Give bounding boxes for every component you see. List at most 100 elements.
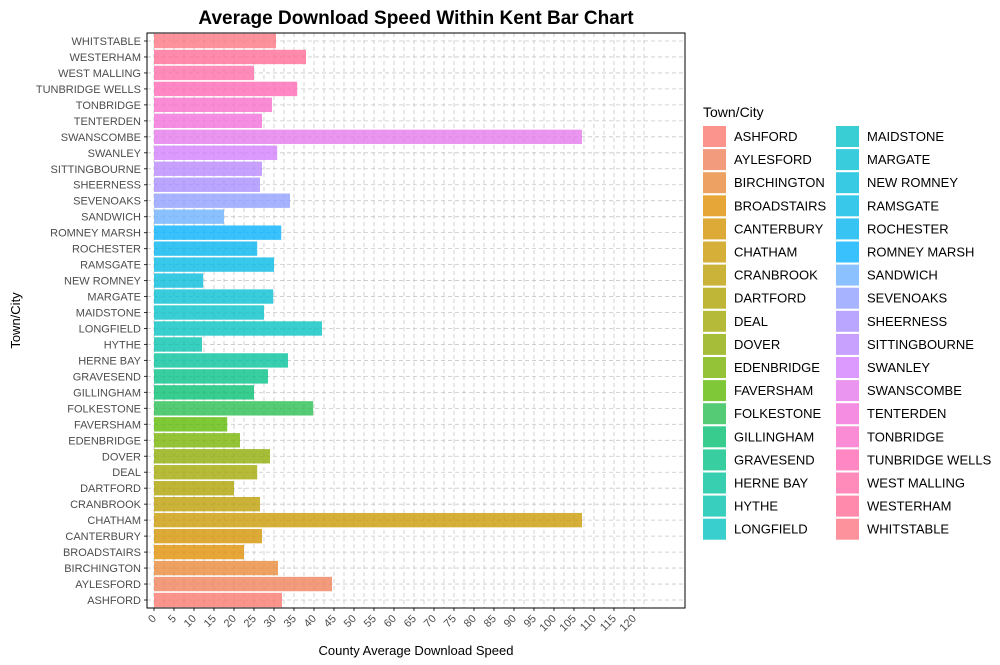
y-tick-label: TENTERDEN	[74, 116, 141, 128]
bar-edenbridge	[154, 433, 240, 448]
bar-dover	[154, 449, 270, 464]
bar-aylesford	[154, 576, 332, 592]
legend-item: FAVERSHAM	[703, 380, 813, 402]
x-tick-label: 35	[282, 613, 299, 630]
y-tick-label: DOVER	[102, 451, 141, 463]
legend-item: WEST MALLING	[836, 472, 965, 494]
y-tick-label: FAVERSHAM	[74, 419, 141, 431]
legend-swatch	[836, 449, 859, 471]
x-tick-label: 70	[422, 613, 439, 630]
y-tick-label: WEST MALLING	[58, 68, 141, 80]
x-tick-labels: 0 5 10 15 20 25 30 35 40 45 50 55 60 65 70 75 80 85 90 9510…	[146, 608, 639, 634]
bar-west-malling	[154, 65, 254, 81]
legend-item: DARTFORD	[703, 287, 806, 309]
y-tick-label: TONBRIDGE	[76, 100, 141, 112]
legend-item: GILLINGHAM	[703, 426, 814, 448]
legend-swatch	[703, 172, 726, 194]
bar-new-romney	[154, 273, 204, 288]
bar-tonbridge	[154, 97, 272, 113]
legend-swatch	[703, 426, 726, 448]
legend-item: WESTERHAM	[836, 495, 952, 517]
y-tick-label: FOLKESTONE	[67, 403, 141, 415]
legend-swatch	[703, 495, 726, 517]
bar-sheerness	[154, 177, 260, 192]
legend-item: SWANLEY	[836, 357, 930, 378]
y-tick-label: BROADSTAIRS	[63, 547, 141, 559]
x-tick-label: 20	[222, 613, 239, 630]
y-tick-label: SHEERNESS	[73, 180, 141, 192]
y-axis-title: Town/City	[8, 292, 23, 349]
y-tick-label: AYLESFORD	[75, 579, 141, 591]
legend-swatch	[703, 287, 726, 309]
x-tick-label: 80	[462, 613, 479, 630]
legend-label: CHATHAM	[734, 245, 797, 260]
legend-label: CRANBROOK	[734, 268, 818, 283]
legend-item: CANTERBURY	[703, 218, 824, 240]
legend-swatch	[836, 495, 859, 517]
x-tick-label: 55	[362, 613, 379, 630]
legend-item: ROMNEY MARSH	[836, 241, 974, 263]
legend-item: SITTINGBOURNE	[836, 333, 974, 355]
legend-label: MARGATE	[867, 152, 931, 167]
legend-item: HYTHE	[703, 495, 778, 517]
bar-canterbury	[154, 528, 262, 544]
legend-label: WHITSTABLE	[867, 522, 949, 537]
legend-item: NEW ROMNEY	[836, 172, 958, 194]
bar-hythe	[154, 337, 202, 352]
legend-item: BIRCHINGTON	[703, 172, 825, 194]
x-tick-label: 105	[557, 613, 578, 634]
y-tick-labels: ASHFORD AYLESFORD BIRCHINGTON BROADSTAIRS CA…	[36, 36, 147, 607]
legend-swatch	[703, 333, 726, 355]
bar-swanley	[154, 145, 278, 160]
legend-label: DARTFORD	[734, 291, 806, 306]
legend-label: RAMSGATE	[867, 198, 939, 213]
legend-swatch	[703, 126, 726, 147]
legend-swatch	[836, 426, 859, 448]
legend-swatch	[836, 287, 859, 309]
legend-item: LONGFIELD	[703, 518, 808, 540]
bar-tenterden	[154, 113, 262, 129]
legend-item: TUNBRIDGE WELLS	[836, 449, 992, 471]
legend-label: GRAVESEND	[734, 452, 815, 467]
bar-herne-bay	[154, 353, 288, 368]
legend-swatch	[703, 310, 726, 332]
y-tick-label: SWANLEY	[88, 148, 142, 160]
y-tick-label: NEW ROMNEY	[64, 276, 142, 288]
legend-label: WESTERHAM	[867, 499, 952, 514]
legend-item: MARGATE	[836, 149, 931, 171]
legend-label: FAVERSHAM	[734, 383, 813, 398]
legend-item: AYLESFORD	[703, 149, 812, 171]
legend-item: DOVER	[703, 333, 780, 355]
y-tick-label: DEAL	[112, 467, 141, 479]
y-tick-label: HERNE BAY	[78, 355, 141, 367]
bar-chatham	[154, 512, 582, 528]
legend-item: GRAVESEND	[703, 449, 815, 471]
legend-swatch	[836, 126, 859, 147]
y-tick-label: CANTERBURY	[65, 531, 141, 543]
bar-sevenoaks	[154, 193, 290, 208]
legend-label: SHEERNESS	[867, 314, 948, 329]
y-tick-label: ROMNEY MARSH	[50, 228, 141, 240]
x-tick-label: 65	[402, 613, 419, 630]
legend-label: SWANLEY	[867, 360, 930, 375]
x-tick-label: 5	[166, 613, 179, 626]
y-tick-label: SEVENOAKS	[73, 196, 141, 208]
bar-deal	[154, 465, 258, 480]
legend: Town/City ASHFORD AYLESFORD BIRCHINGTON BRO…	[703, 104, 992, 540]
y-tick-label: TUNBRIDGE WELLS	[36, 84, 141, 96]
legend-title: Town/City	[703, 104, 764, 120]
legend-item: WHITSTABLE	[836, 518, 949, 540]
legend-swatch	[703, 380, 726, 402]
bar-ashford	[154, 592, 282, 608]
legend-item: EDENBRIDGE	[703, 357, 820, 378]
x-tick-label: 40	[302, 613, 319, 630]
legend-label: WEST MALLING	[867, 476, 965, 491]
bar-rochester	[154, 241, 258, 256]
bar-gravesend	[154, 369, 268, 384]
y-tick-label: ASHFORD	[87, 595, 141, 607]
legend-item: SEVENOAKS	[836, 287, 948, 309]
y-tick-label: HYTHE	[104, 339, 141, 351]
legend-label: MAIDSTONE	[867, 129, 944, 144]
x-tick-label: 115	[598, 613, 619, 634]
